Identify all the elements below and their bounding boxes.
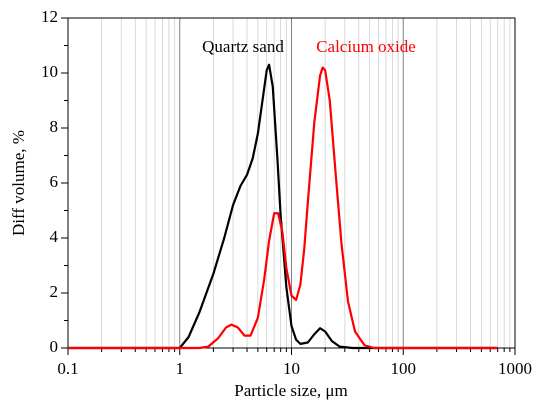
x-tick-label: 10 xyxy=(283,359,300,378)
data-line xyxy=(68,66,498,350)
x-tick-label: 100 xyxy=(391,359,417,378)
plot-frame xyxy=(67,17,516,349)
y-tick-label: 4 xyxy=(50,227,59,246)
y-tick-label: 2 xyxy=(50,282,59,301)
y-tick-label: 6 xyxy=(50,172,59,191)
y-axis-label: Diff volume, % xyxy=(9,130,28,236)
x-axis-label: Particle size, μm xyxy=(234,381,347,400)
y-tick-label: 10 xyxy=(41,62,58,81)
series-label: Quartz sand xyxy=(202,37,284,56)
x-tick-label: 1 xyxy=(176,359,185,378)
y-tick-label: 12 xyxy=(41,7,58,26)
y-tick-label: 0 xyxy=(50,337,59,356)
x-tick-label: 0.1 xyxy=(57,359,78,378)
series-label: Calcium oxide xyxy=(316,37,416,56)
y-tick-label: 8 xyxy=(50,117,59,136)
data-line xyxy=(68,63,498,350)
x-tick-label: 1000 xyxy=(498,359,532,378)
